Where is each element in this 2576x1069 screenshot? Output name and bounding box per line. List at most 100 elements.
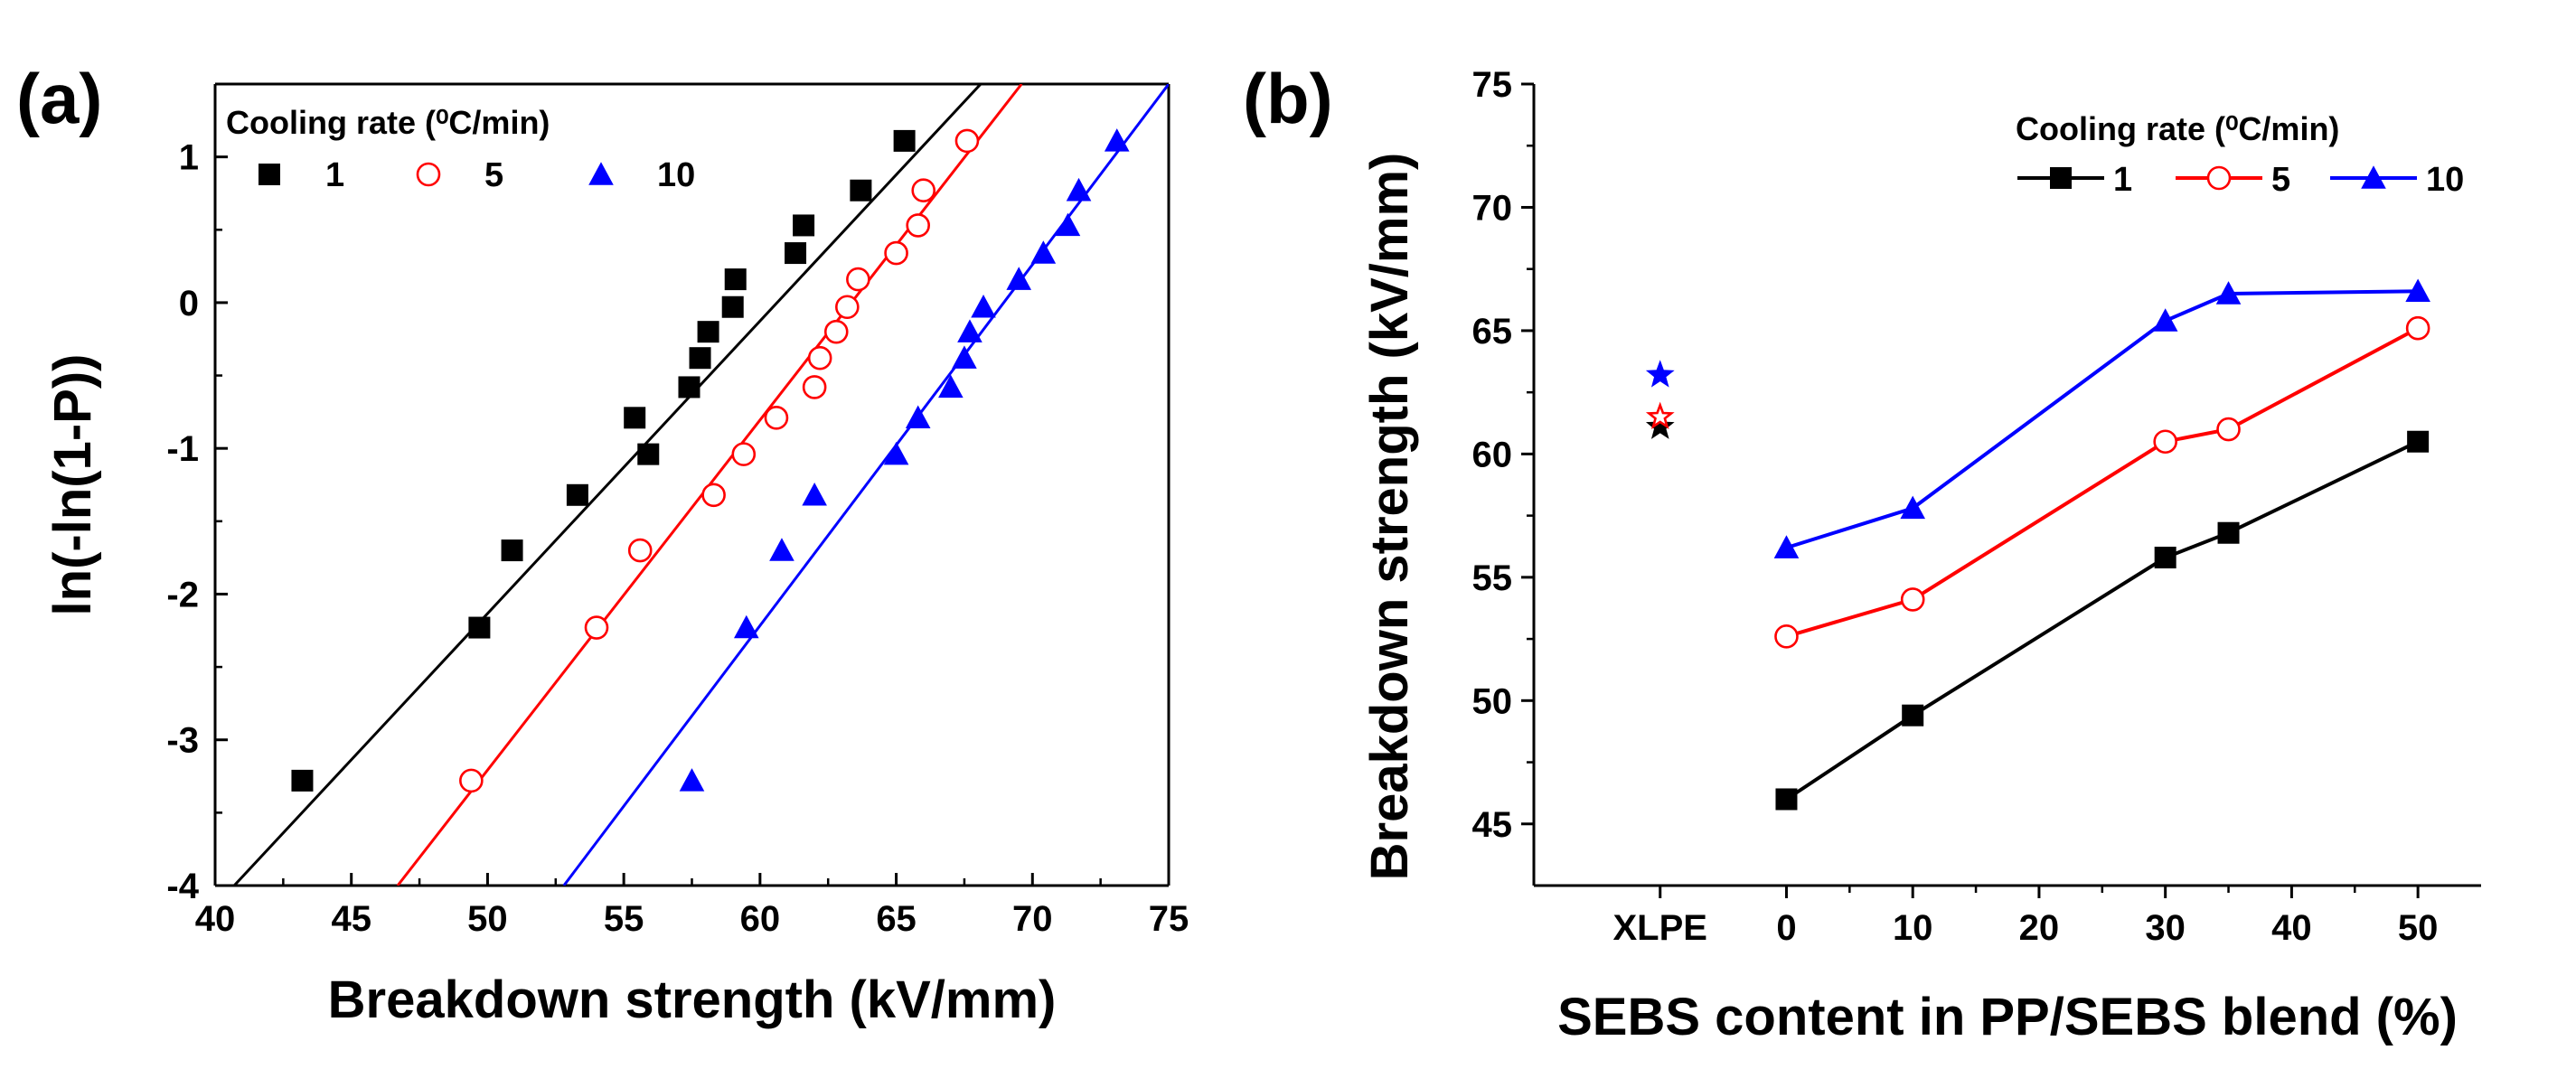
a-y-tick-label: -4 xyxy=(166,867,199,906)
a-point-1 xyxy=(566,483,588,506)
a-point-1 xyxy=(291,769,314,792)
a-point-1 xyxy=(697,321,719,343)
a-point-5 xyxy=(731,442,757,466)
a-x-tick-label: 65 xyxy=(876,899,917,939)
a-x-tick-label: 70 xyxy=(1012,899,1053,939)
a-legend-label-5: 5 xyxy=(484,156,503,194)
b-line-1 xyxy=(1785,439,2419,802)
a-point-1 xyxy=(724,268,747,291)
b-x-tick-label: 10 xyxy=(1893,908,1933,948)
a-legend-label-1: 1 xyxy=(325,156,344,194)
b-legend-label-10: 10 xyxy=(2426,161,2464,199)
a-point-10 xyxy=(802,482,827,506)
a-point-10 xyxy=(1006,267,1032,290)
b-point-10 xyxy=(1773,535,1800,558)
b-legend-label-5: 5 xyxy=(2271,161,2290,199)
b-y-tick-label: 50 xyxy=(1472,681,1513,721)
a-legend-title: Cooling rate (⁰C/min) xyxy=(226,104,550,141)
b-point-5 xyxy=(2153,429,2177,455)
a-point-5 xyxy=(823,319,849,344)
a-point-10 xyxy=(952,345,977,369)
b-xlpe-star-5 xyxy=(1645,401,1675,430)
b-legend-marker-5 xyxy=(2206,165,2232,191)
weibull-plot: 40 45 50 55 60 65 70 75 -4 -3 -2 -1 0 1 Breakdown stre… xyxy=(43,82,1189,1029)
b-y-tick-label: 70 xyxy=(1472,188,1513,228)
b-legend-label-1: 1 xyxy=(2113,161,2132,199)
a-point-1 xyxy=(850,179,872,202)
b-y-tick-label: 65 xyxy=(1472,312,1513,352)
a-point-1 xyxy=(785,242,807,265)
a-x-axis-title: Breakdown strength (kV/mm) xyxy=(328,971,1057,1029)
a-fit-line-10 xyxy=(562,84,1169,886)
b-x-tick-label: 50 xyxy=(2398,908,2439,948)
a-legend-marker-10 xyxy=(588,162,614,185)
a-point-10 xyxy=(1030,240,1057,264)
b-point-10 xyxy=(2215,281,2242,305)
b-xlpe-star-10 xyxy=(1645,360,1675,388)
b-legend-marker-1 xyxy=(2050,167,2072,189)
a-point-5 xyxy=(807,345,832,370)
a-x-tick-label: 45 xyxy=(331,899,371,939)
a-point-5 xyxy=(459,768,484,793)
b-y-axis-title: Breakdown strength (kV/mm) xyxy=(1360,153,1419,881)
b-x-tick-label: 20 xyxy=(2019,908,2060,948)
a-x-tick-label: 75 xyxy=(1149,899,1189,939)
a-point-5 xyxy=(954,128,980,154)
b-legend-title: Cooling rate (⁰C/min) xyxy=(2016,110,2339,147)
a-x-tick-label: 60 xyxy=(740,899,781,939)
a-point-5 xyxy=(802,375,827,399)
panel-b-label: (b) xyxy=(1243,59,1333,138)
a-point-5 xyxy=(846,267,870,292)
a-point-5 xyxy=(884,240,908,266)
a-point-10 xyxy=(1066,177,1092,202)
b-point-10 xyxy=(2152,308,2178,332)
b-point-5 xyxy=(1774,624,1799,649)
a-point-1 xyxy=(689,347,711,370)
a-legend-marker-5 xyxy=(416,162,441,187)
a-point-5 xyxy=(911,178,936,203)
a-point-5 xyxy=(906,213,930,238)
b-point-1 xyxy=(2154,547,2176,569)
b-point-1 xyxy=(1775,788,1798,811)
a-point-1 xyxy=(637,443,660,465)
a-y-tick-label: -1 xyxy=(166,429,199,469)
panel-a-label: (a) xyxy=(16,59,102,138)
b-point-1 xyxy=(1902,704,1924,727)
b-line-5 xyxy=(1785,326,2420,639)
a-y-tick-label: -3 xyxy=(166,721,199,761)
b-x-axis-title: SEBS content in PP/SEBS blend (%) xyxy=(1557,988,2458,1046)
b-point-5 xyxy=(2405,315,2430,341)
b-point-1 xyxy=(2217,521,2240,544)
a-point-5 xyxy=(701,483,726,508)
a-point-5 xyxy=(835,295,860,320)
a-point-10 xyxy=(957,319,982,342)
a-legend-marker-1 xyxy=(259,164,280,185)
a-point-10 xyxy=(1104,128,1130,152)
a-point-10 xyxy=(938,374,964,399)
a-y-tick-label: 0 xyxy=(179,284,199,324)
a-point-5 xyxy=(627,538,653,563)
a-fit-line-1 xyxy=(233,84,982,886)
a-x-tick-label: 50 xyxy=(467,899,508,939)
b-x-tick-label: 40 xyxy=(2271,908,2312,948)
a-point-10 xyxy=(905,405,931,429)
a-y-tick-label: 1 xyxy=(179,138,199,178)
b-x-tick-label-xlpe: XLPE xyxy=(1612,908,1706,948)
b-legend-marker-10 xyxy=(2361,165,2386,189)
a-point-10 xyxy=(769,538,794,561)
a-point-1 xyxy=(468,616,491,639)
a-point-10 xyxy=(679,768,705,792)
a-y-tick-label: -2 xyxy=(166,575,199,614)
b-point-1 xyxy=(2407,430,2430,453)
a-legend-label-10: 10 xyxy=(657,156,695,194)
b-point-10 xyxy=(2405,278,2430,302)
a-point-1 xyxy=(721,295,744,318)
b-line-10 xyxy=(1785,289,2419,550)
breakdown-vs-sebs-plot: 0 10 20 30 40 50 XLPE 45 50 55 60 65 70 75 SEBS conten… xyxy=(1360,65,2481,1046)
b-y-tick-label: 55 xyxy=(1472,558,1513,598)
b-x-tick-label: 30 xyxy=(2145,908,2186,948)
a-point-5 xyxy=(584,615,609,640)
b-point-10 xyxy=(1900,495,1925,520)
a-plot-area xyxy=(233,84,1169,886)
